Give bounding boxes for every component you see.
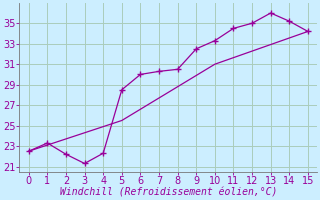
X-axis label: Windchill (Refroidissement éolien,°C): Windchill (Refroidissement éolien,°C) [60,187,277,197]
